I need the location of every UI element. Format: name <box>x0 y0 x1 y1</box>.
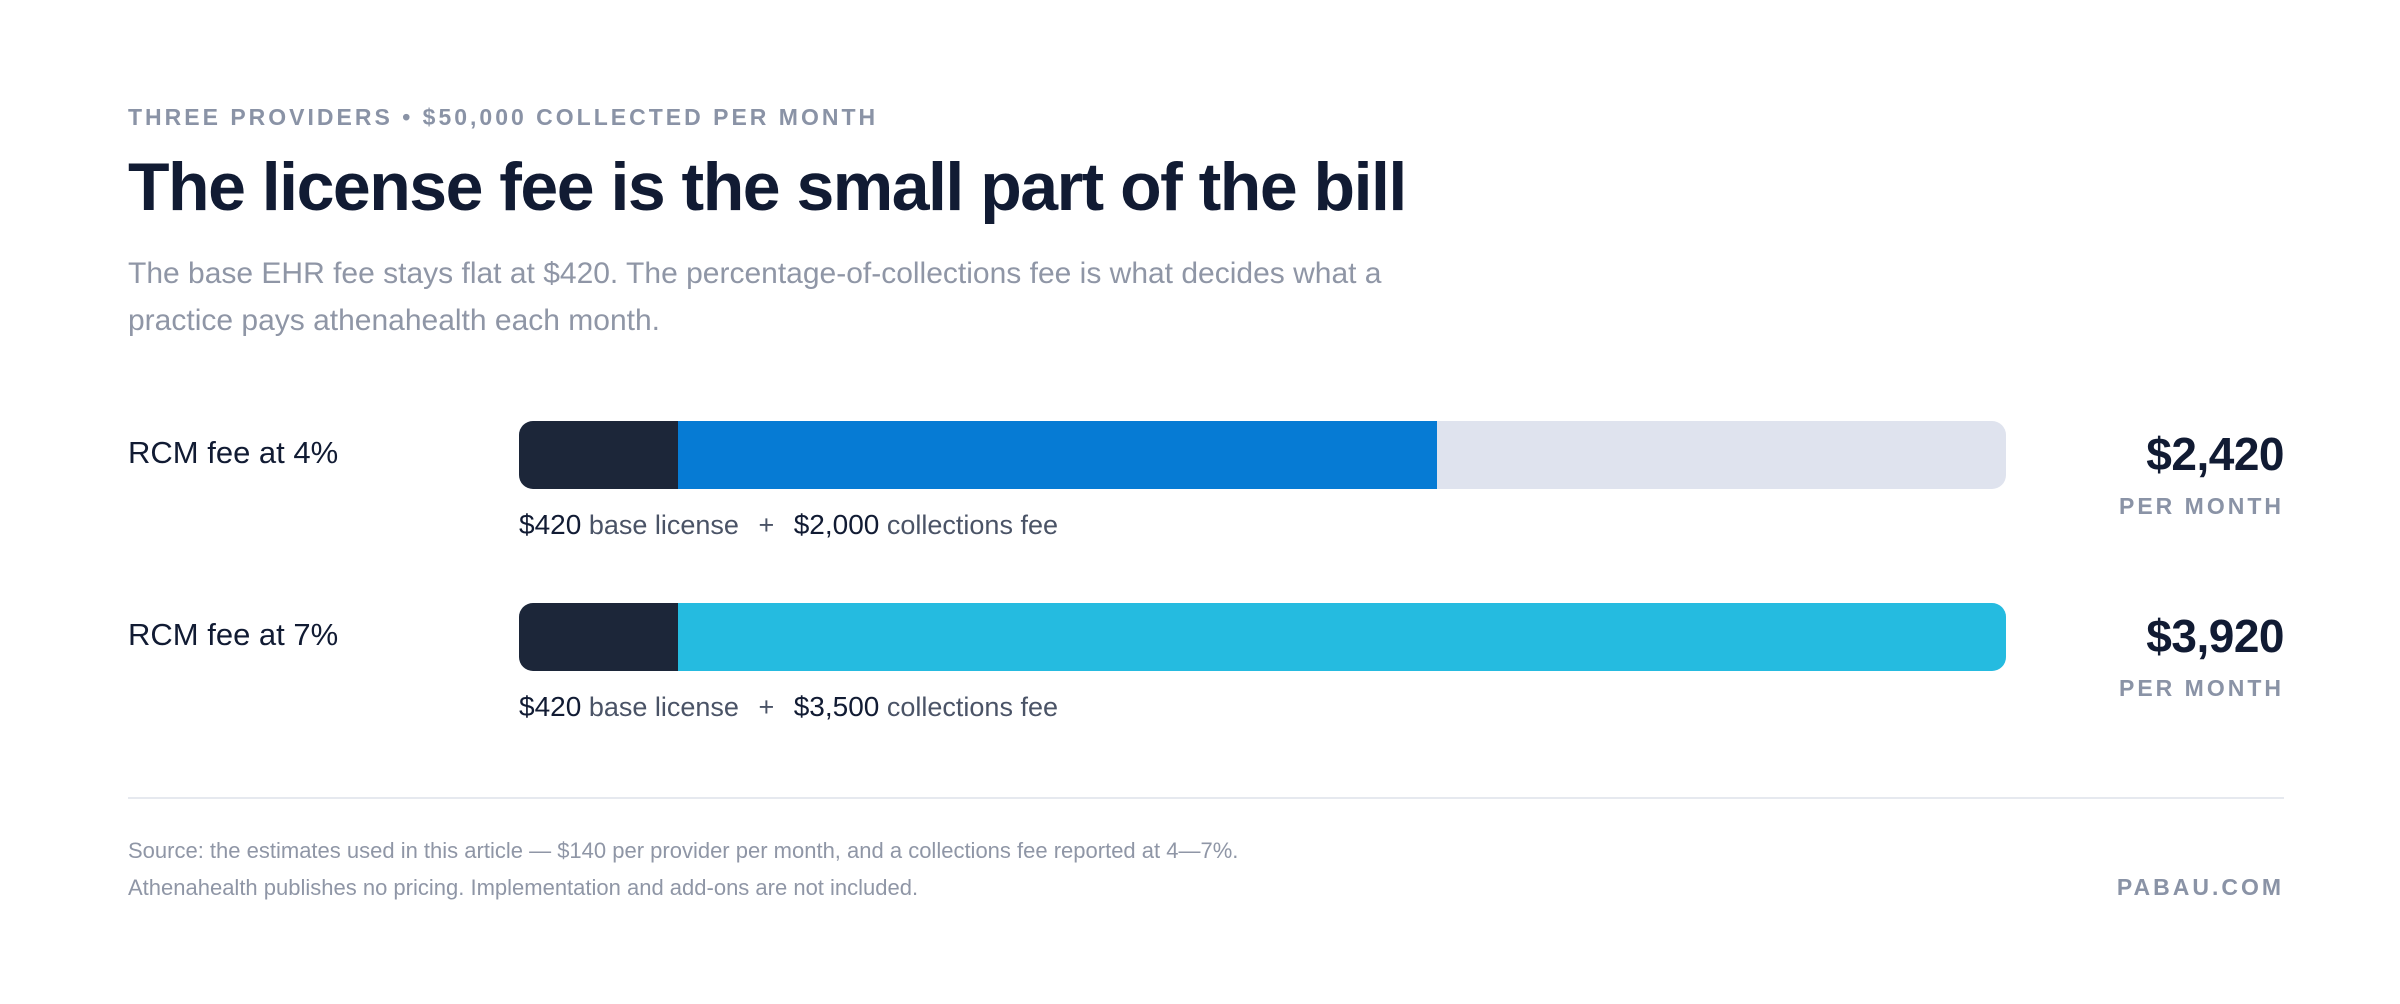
bar-track <box>519 421 2006 489</box>
bar-caption: $420 base license + $2,000 collections f… <box>519 509 1058 541</box>
total-value: $2,420 <box>2146 428 2284 480</box>
plus-sign: + <box>758 692 775 722</box>
fee-text-label: collections fee <box>886 692 1058 722</box>
total-value: $3,920 <box>2146 610 2284 662</box>
base-text-label: base license <box>588 510 739 540</box>
chart-card: THREE PROVIDERS • $50,000 COLLECTED PER … <box>128 0 2284 1004</box>
bar-segment-collections-fee <box>678 421 1437 489</box>
bar-segment-base-license <box>519 603 679 671</box>
per-month-label: PER MONTH <box>2119 675 2284 701</box>
row-label: RCM fee at 4% <box>128 435 339 470</box>
bar-row-rcm-4: RCM fee at 4% $420 base license + $2,000… <box>128 421 2284 571</box>
base-amount-label: $420 <box>519 691 582 722</box>
row-label: RCM fee at 7% <box>128 617 339 652</box>
eyebrow-text: THREE PROVIDERS • $50,000 COLLECTED PER … <box>128 104 879 130</box>
plus-sign: + <box>758 510 775 540</box>
bar-caption: $420 base license + $3,500 collections f… <box>519 691 1058 723</box>
bar-segment-base-license <box>519 421 679 489</box>
fee-amount-label: $2,000 <box>793 509 880 540</box>
fee-amount-label: $3,500 <box>793 691 880 722</box>
base-amount-label: $420 <box>519 509 582 540</box>
per-month-label: PER MONTH <box>2119 493 2284 519</box>
source-note: Source: the estimates used in this artic… <box>128 838 1239 900</box>
fee-text-label: collections fee <box>886 510 1058 540</box>
bar-track <box>519 603 2006 671</box>
footer-divider <box>128 797 2284 799</box>
bar-row-rcm-7: RCM fee at 7% $420 base license + $3,500… <box>128 603 2284 753</box>
chart-title: The license fee is the small part of the… <box>128 149 1407 225</box>
brand-mark: PABAU.COM <box>2116 874 2284 900</box>
base-text-label: base license <box>588 692 739 722</box>
chart-subtitle: The base EHR fee stays flat at $420. The… <box>128 257 1382 337</box>
bar-segment-collections-fee <box>678 603 2006 671</box>
